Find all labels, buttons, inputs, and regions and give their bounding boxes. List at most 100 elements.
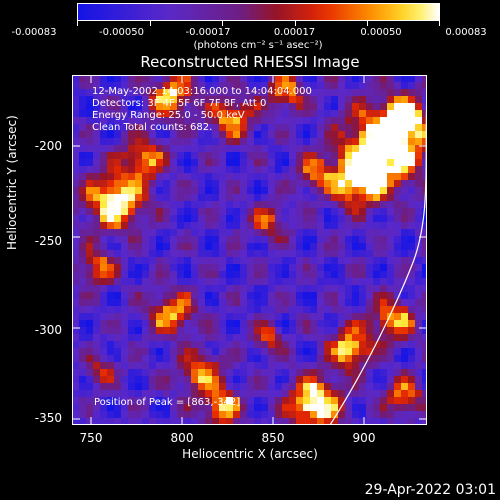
heatmap-cell [240,390,247,397]
heatmap-cell [310,180,317,187]
heatmap-cell [422,369,427,376]
colorbar-label: -0.00050 [99,27,144,38]
heatmap-cell [233,285,240,292]
heatmap-cell [401,229,408,236]
heatmap-cell [394,418,401,425]
heatmap-cell [163,362,170,369]
heatmap-cell [324,208,331,215]
heatmap-cell [366,411,373,418]
heatmap-cell [289,355,296,362]
heatmap-cell [100,250,107,257]
heatmap-cell [184,131,191,138]
heatmap-cell [170,362,177,369]
heatmap-cell [254,145,261,152]
heatmap-cell [422,362,427,369]
heatmap-cell [310,250,317,257]
heatmap-cell [261,124,268,131]
heatmap-cell [373,187,380,194]
heatmap-cell [317,320,324,327]
heatmap-cell [149,278,156,285]
heatmap-cell [373,278,380,285]
heatmap-cell [247,110,254,117]
heatmap-cell [387,334,394,341]
heatmap-cell [331,131,338,138]
heatmap-cell [366,166,373,173]
heatmap-cell [114,320,121,327]
heatmap-cell [331,362,338,369]
heatmap-cell [163,278,170,285]
heatmap-cell [296,75,303,82]
heatmap-cell [254,124,261,131]
heatmap-cell [289,397,296,404]
heatmap-cell [373,313,380,320]
heatmap-cell [254,348,261,355]
heatmap-cell [387,124,394,131]
heatmap-cell [142,362,149,369]
heatmap-cell [184,383,191,390]
heatmap-cell [261,411,268,418]
heatmap-cell [345,250,352,257]
heatmap-cell [198,327,205,334]
heatmap-cell [415,75,422,82]
heatmap-cell [415,334,422,341]
heatmap-cell [72,131,79,138]
heatmap-cell [352,124,359,131]
heatmap-cell [163,369,170,376]
heatmap-cell [107,306,114,313]
heatmap-cell [191,355,198,362]
heatmap-cell [79,138,86,145]
heatmap-cell [338,285,345,292]
heatmap-cell [401,390,408,397]
heatmap-cell [142,306,149,313]
heatmap-cell [289,313,296,320]
heatmap-cell [352,278,359,285]
heatmap-cell [149,159,156,166]
heatmap-cell [422,173,427,180]
heatmap-cell [408,110,415,117]
heatmap-cell [170,194,177,201]
heatmap-cell [86,215,93,222]
heatmap-cell [359,418,366,425]
heatmap-cell [247,243,254,250]
x-axis-label: Heliocentric X (arcsec) [182,447,318,461]
heatmap-cell [394,341,401,348]
heatmap-cell [121,320,128,327]
heatmap-cell [184,152,191,159]
heatmap-cell [324,145,331,152]
heatmap-cell [107,383,114,390]
heatmap-cell [72,334,79,341]
heatmap-cell [100,285,107,292]
heatmap-cell [317,222,324,229]
heatmap-cell [86,285,93,292]
heatmap-cell [289,341,296,348]
heatmap-cell [156,257,163,264]
heatmap-cell [394,159,401,166]
heatmap-cell [191,271,198,278]
heatmap-cell [415,369,422,376]
heatmap-cell [331,159,338,166]
heatmap-cell [177,145,184,152]
heatmap-cell [142,110,149,117]
heatmap-cell [254,222,261,229]
colorbar-label: 0.00050 [360,27,402,38]
heatmap-cell [93,257,100,264]
heatmap-cell [163,96,170,103]
heatmap-cell [128,208,135,215]
heatmap-cell [359,404,366,411]
heatmap-cell [149,201,156,208]
heatmap-cell [373,264,380,271]
heatmap-cell [79,257,86,264]
heatmap-cell [373,117,380,124]
heatmap-cell [205,285,212,292]
heatmap-cell [380,341,387,348]
heatmap-cell [317,229,324,236]
heatmap-cell [303,173,310,180]
heatmap-cell [177,292,184,299]
heatmap-cell [163,404,170,411]
heatmap-cell [226,264,233,271]
heatmap-cell [289,418,296,425]
heatmap-cell [79,348,86,355]
heatmap-cell [408,138,415,145]
heatmap-cell [324,257,331,264]
heatmap-cell [324,222,331,229]
